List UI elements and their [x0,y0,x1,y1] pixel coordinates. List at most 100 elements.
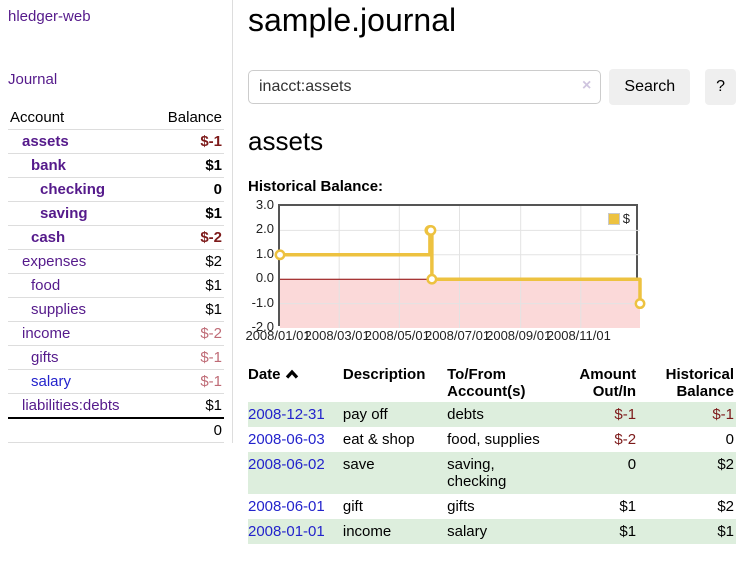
x-tick-label: 2008/03/01 [304,328,370,343]
sidebar: hledger-web Journal Account Balance asse… [0,0,233,443]
transaction-description: eat & shop [342,431,415,448]
help-button[interactable]: ? [705,69,736,105]
register-row: 2008-06-01 gift gifts $1 $2 [248,494,736,519]
transaction-balance: $1 [717,523,734,540]
y-tick-label: -1.0 [251,294,274,310]
account-link-income[interactable]: income [22,325,71,342]
transaction-balance: $2 [717,498,734,515]
transaction-balance: $-1 [712,406,734,423]
account-link-cash[interactable]: cash [31,229,66,246]
transaction-description: save [342,456,375,473]
account-balance: $1 [150,297,224,322]
chart-x-axis: 2008/01/01 2008/03/01 2008/05/01 2008/07/01… [245,328,736,345]
transaction-date-link[interactable]: 2008-01-01 [248,523,325,540]
account-row: liabilities:debts $1 [8,393,224,418]
brand-link[interactable]: hledger-web [8,8,91,25]
accounts-total-value: 0 [150,417,224,443]
transaction-accounts: salary [447,523,488,540]
account-balance: $-1 [150,369,224,394]
account-link-liabilities-debts[interactable]: liabilities:debts [22,397,120,414]
transaction-date-link[interactable]: 2008-06-01 [248,498,325,515]
account-row: food $1 [8,273,224,298]
account-row: expenses $2 [8,249,224,274]
account-balance: 0 [150,177,224,202]
chart-y-axis: 3.0 2.0 1.0 0.0 -1.0 -2.0 [248,197,278,334]
account-balance: $-2 [150,321,224,346]
sort-ascending-icon [285,369,298,379]
register-row: 2008-06-02 save saving, checking 0 $2 [248,452,736,494]
account-balance: $-1 [150,129,224,154]
account-row: cash $-2 [8,225,224,250]
account-link-assets[interactable]: assets [22,133,69,150]
chart-legend: $ [607,211,630,226]
account-balance: $2 [150,249,224,274]
legend-swatch [607,212,620,225]
register-header-row: Date Description To/From Account(s) Amou… [248,364,736,402]
account-heading: assets [248,126,324,156]
account-balance: $1 [150,273,224,298]
register-header-date[interactable]: Date [248,364,343,402]
account-balance: $1 [150,201,224,226]
account-link-food[interactable]: food [31,277,61,294]
y-tick-label: -2.0 [251,319,274,334]
account-balance: $1 [150,153,224,178]
transaction-description: income [342,523,392,540]
account-link-gifts[interactable]: gifts [31,349,59,366]
account-balance: $-2 [150,225,224,250]
transaction-accounts: saving, checking [447,456,507,490]
register-header-amount: Amount Out/In [579,366,637,400]
balance-chart: 3.0 2.0 1.0 0.0 -1.0 -2.0 $ [248,197,736,334]
transaction-description: gift [342,498,363,515]
account-link-expenses[interactable]: expenses [22,253,87,270]
page-title: sample.journal [248,2,457,38]
account-row: checking 0 [8,177,224,202]
account-row: assets $-1 [8,129,224,154]
register-row: 2008-01-01 income salary $1 $1 [248,519,736,544]
account-link-supplies[interactable]: supplies [31,301,87,318]
y-tick-label: 2.0 [255,221,274,237]
search-bar: × Search ? [248,69,736,105]
register-header-description: Description [342,366,426,383]
account-link-checking[interactable]: checking [40,181,106,198]
account-row: income $-2 [8,321,224,346]
chart-plot-area: $ [274,204,646,328]
search-button[interactable]: Search [609,69,691,105]
accounts-header-account: Account [10,109,65,126]
account-link-bank[interactable]: bank [31,157,67,174]
x-tick-label: 2008/05/01 [364,328,430,343]
search-input[interactable] [248,70,602,104]
transaction-date-link[interactable]: 2008-06-02 [248,456,325,473]
account-balance: $1 [150,393,224,418]
transaction-amount: $-1 [614,406,637,423]
transaction-amount: $1 [619,523,637,540]
account-balance: $-1 [150,345,224,370]
accounts-header-balance: Balance [167,109,222,126]
transaction-amount: 0 [627,456,637,473]
accounts-table: Account Balance assets $-1 bank $1 check… [8,106,224,443]
transaction-accounts: debts [447,406,484,423]
sidebar-item-journal[interactable]: Journal [8,71,58,88]
chart-point [274,249,286,261]
transaction-date-link[interactable]: 2008-06-03 [248,431,325,448]
y-tick-label: 0.0 [255,270,274,286]
x-tick-label: 2008/07/01 [424,328,491,343]
y-tick-label: 1.0 [255,245,274,261]
transaction-balance: $2 [717,456,734,473]
clear-search-icon[interactable]: × [582,77,592,94]
transaction-accounts: food, supplies [447,431,540,448]
account-row: saving $1 [8,201,224,226]
register-row: 2008-06-03 eat & shop food, supplies $-2… [248,427,736,452]
account-row: supplies $1 [8,297,224,322]
transaction-accounts: gifts [447,498,475,515]
account-link-saving[interactable]: saving [40,205,88,222]
transaction-amount: $-2 [614,431,637,448]
accounts-total-row: 0 [8,417,224,443]
transaction-date-link[interactable]: 2008-12-31 [248,406,325,423]
register-table: Date Description To/From Account(s) Amou… [248,364,736,544]
account-row: salary $-1 [8,369,224,394]
main-content: sample.journal × Search ? assets Histori… [233,0,742,544]
account-link-salary[interactable]: salary [31,373,72,390]
register-row: 2008-12-31 pay off debts $-1 $-1 [248,402,736,427]
x-tick-label: 2008/11/01 [546,328,611,343]
